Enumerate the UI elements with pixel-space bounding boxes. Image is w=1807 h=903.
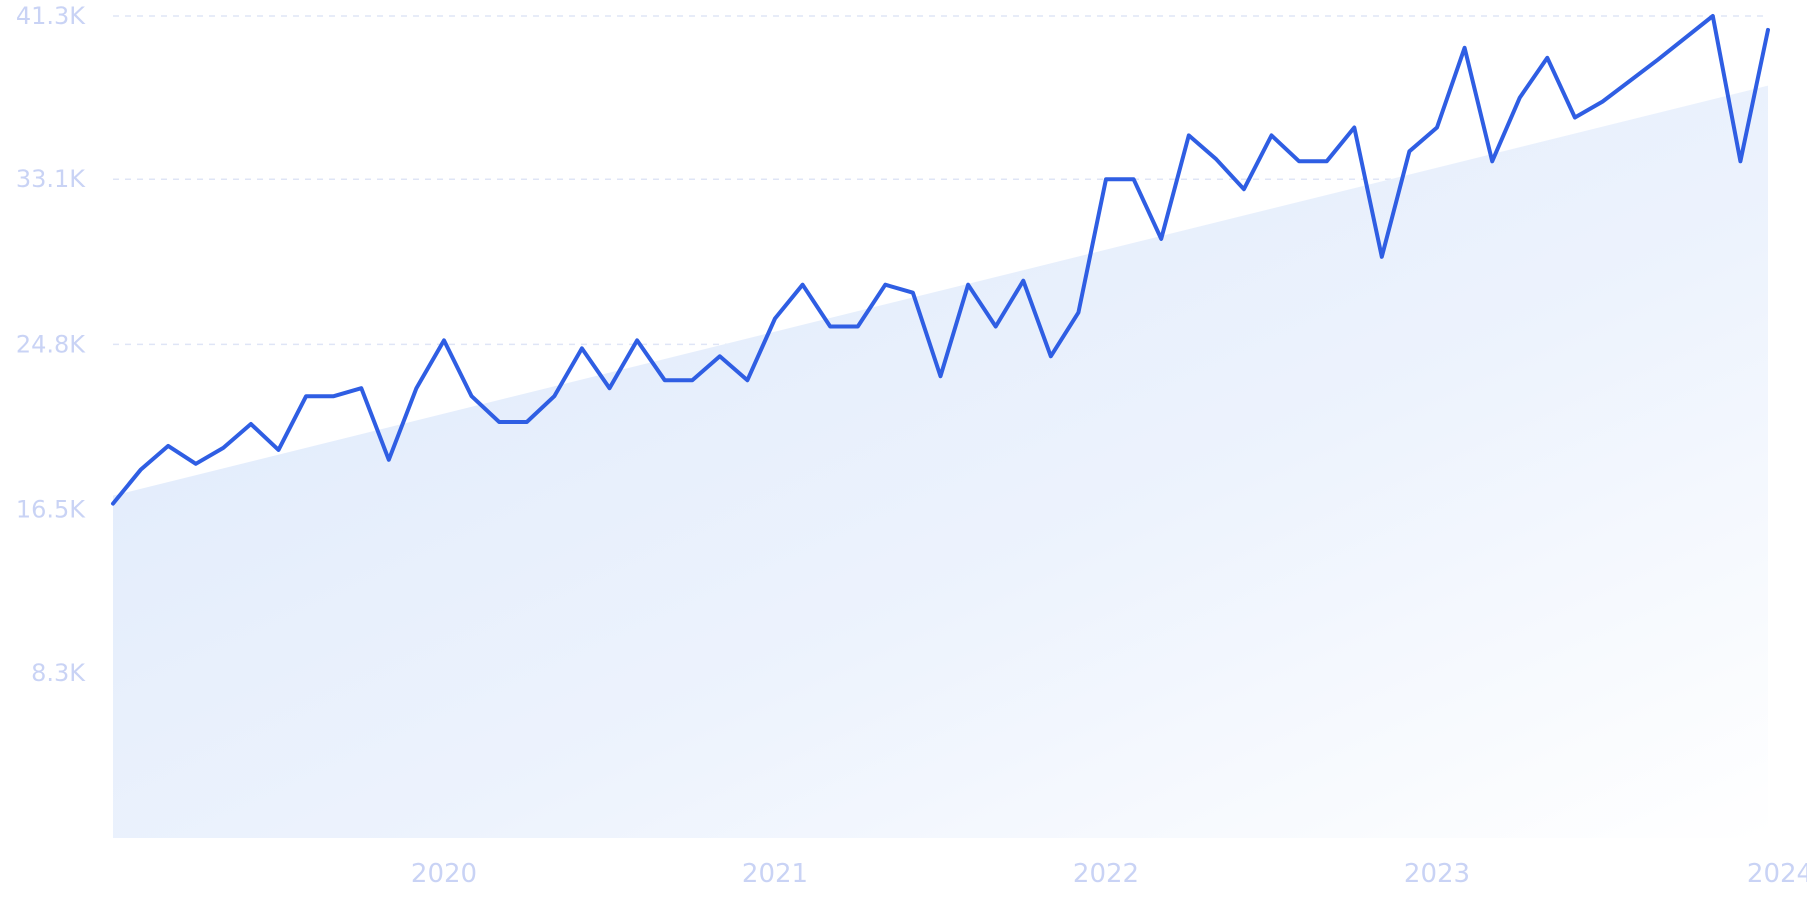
x-tick-label-1: 2021 <box>742 859 808 889</box>
y-axis-labels: 8.3K 16.5K 24.8K 33.1K 41.3K <box>16 2 86 687</box>
y-tick-label-0: 8.3K <box>31 659 86 687</box>
y-tick-label-4: 41.3K <box>16 2 86 30</box>
y-tick-label-1: 16.5K <box>16 496 86 524</box>
trend-area <box>113 85 1768 839</box>
x-tick-label-4: 2024 <box>1747 859 1807 889</box>
x-tick-label-0: 2020 <box>411 859 477 889</box>
search-volume-line <box>111 14 1770 506</box>
trend-area-fill <box>113 85 1768 839</box>
y-tick-label-3: 33.1K <box>16 165 86 193</box>
y-tick-label-2: 24.8K <box>16 330 86 358</box>
x-axis-labels: 2020 2021 2022 2023 2024 <box>411 859 1807 889</box>
x-tick-label-3: 2023 <box>1404 859 1470 889</box>
series-line <box>111 14 1770 506</box>
x-tick-label-2: 2022 <box>1073 859 1139 889</box>
